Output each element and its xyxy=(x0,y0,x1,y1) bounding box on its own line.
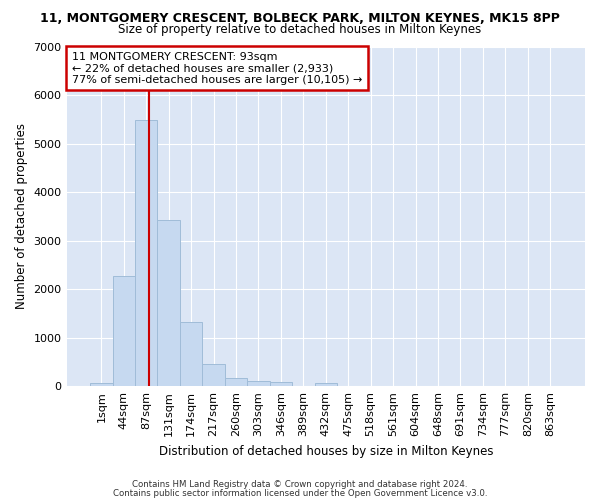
Text: Contains public sector information licensed under the Open Government Licence v3: Contains public sector information licen… xyxy=(113,488,487,498)
Bar xyxy=(202,364,225,386)
Bar xyxy=(113,276,135,386)
Bar xyxy=(269,382,292,386)
Bar xyxy=(90,382,113,386)
Text: Size of property relative to detached houses in Milton Keynes: Size of property relative to detached ho… xyxy=(118,22,482,36)
Text: 11 MONTGOMERY CRESCENT: 93sqm
← 22% of detached houses are smaller (2,933)
77% o: 11 MONTGOMERY CRESCENT: 93sqm ← 22% of d… xyxy=(72,52,362,85)
Bar xyxy=(135,120,157,386)
Bar xyxy=(247,382,269,386)
Bar xyxy=(314,382,337,386)
Text: 11, MONTGOMERY CRESCENT, BOLBECK PARK, MILTON KEYNES, MK15 8PP: 11, MONTGOMERY CRESCENT, BOLBECK PARK, M… xyxy=(40,12,560,26)
Text: Contains HM Land Registry data © Crown copyright and database right 2024.: Contains HM Land Registry data © Crown c… xyxy=(132,480,468,489)
Bar xyxy=(225,378,247,386)
Bar xyxy=(180,322,202,386)
Y-axis label: Number of detached properties: Number of detached properties xyxy=(15,124,28,310)
X-axis label: Distribution of detached houses by size in Milton Keynes: Distribution of detached houses by size … xyxy=(158,444,493,458)
Bar xyxy=(157,220,180,386)
